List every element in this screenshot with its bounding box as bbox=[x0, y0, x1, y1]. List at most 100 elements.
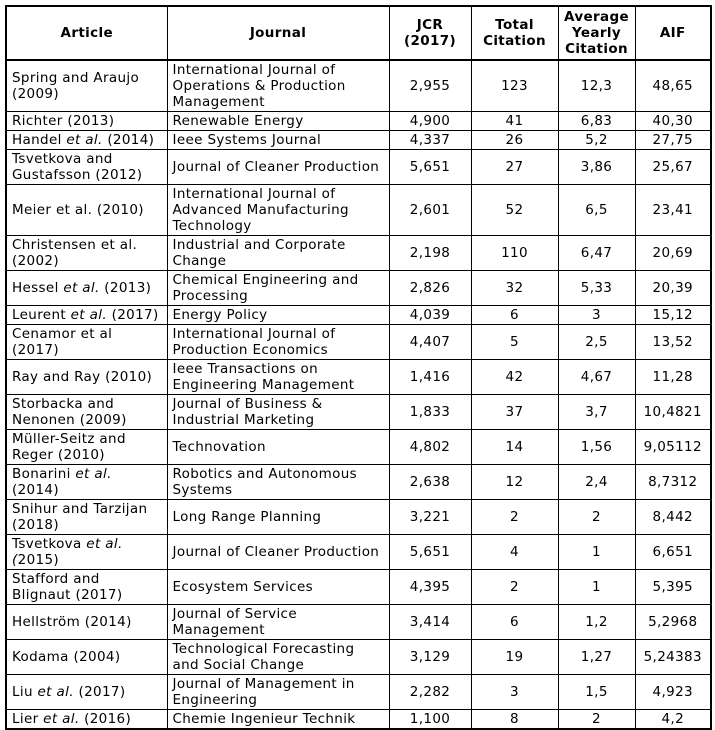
cell-total-citation: 19 bbox=[470, 639, 559, 675]
cell-aif: 6,651 bbox=[634, 534, 712, 570]
table-row: Müller-Seitz and Reger (2010) Technovatio… bbox=[5, 429, 712, 465]
table-row: Christensen et al. (2002) Industrial and … bbox=[5, 235, 712, 271]
cell-article: Snihur and Tarzijan (2018) bbox=[5, 499, 168, 535]
cell-avg-yearly-citation: 1,27 bbox=[557, 639, 636, 675]
cell-aif: 11,28 bbox=[634, 359, 712, 395]
cell-aif: 4,2 bbox=[634, 709, 712, 730]
cell-avg-yearly-citation: 1,56 bbox=[557, 429, 636, 465]
article-text: Meier et al. (2010) bbox=[12, 202, 144, 218]
cell-journal: Journal of Management in Engineering bbox=[166, 674, 390, 710]
cell-article: Liu et al. (2017) bbox=[5, 674, 168, 710]
cell-journal: Long Range Planning bbox=[166, 499, 390, 535]
cell-article: Cenamor et al (2017) bbox=[5, 324, 168, 360]
table-row: Hessel et al. (2013) Chemical Engineering… bbox=[5, 270, 712, 306]
cell-article: Hellström (2014) bbox=[5, 604, 168, 640]
cell-avg-yearly-citation: 6,5 bbox=[557, 184, 636, 236]
cell-aif: 20,39 bbox=[634, 270, 712, 306]
article-text: Müller-Seitz and Reger (2010) bbox=[12, 431, 126, 463]
table-row: Liu et al. (2017) Journal of Management i… bbox=[5, 674, 712, 710]
cell-total-citation: 52 bbox=[470, 184, 559, 236]
table-row: Stafford and Blignaut (2017) Ecosystem Se… bbox=[5, 569, 712, 605]
article-text: (2016) bbox=[79, 711, 132, 727]
cell-aif: 10,4821 bbox=[634, 394, 712, 430]
cell-aif: 9,05112 bbox=[634, 429, 712, 465]
cell-aif: 5,2968 bbox=[634, 604, 712, 640]
column-header-total-citation: Total Citation bbox=[470, 5, 559, 61]
article-text: Hellström (2014) bbox=[12, 614, 132, 630]
cell-total-citation: 110 bbox=[470, 235, 559, 271]
cell-avg-yearly-citation: 1,2 bbox=[557, 604, 636, 640]
cell-journal: Chemie Ingenieur Technik bbox=[166, 709, 390, 730]
cell-aif: 13,52 bbox=[634, 324, 712, 360]
cell-aif: 23,41 bbox=[634, 184, 712, 236]
cell-avg-yearly-citation: 3 bbox=[557, 305, 636, 325]
cell-jcr-2017: 2,601 bbox=[388, 184, 472, 236]
article-text: Handel bbox=[12, 132, 67, 148]
article-text: Hessel bbox=[12, 280, 64, 296]
cell-journal: Journal of Cleaner Production bbox=[166, 149, 390, 185]
cell-jcr-2017: 5,651 bbox=[388, 534, 472, 570]
cell-jcr-2017: 4,039 bbox=[388, 305, 472, 325]
cell-aif: 4,923 bbox=[634, 674, 712, 710]
cell-article: Meier et al. (2010) bbox=[5, 184, 168, 236]
cell-journal: Renewable Energy bbox=[166, 111, 390, 131]
cell-article: Tsvetkova and Gustafsson (2012) bbox=[5, 149, 168, 185]
table-row: Handel et al. (2014) Ieee Systems Journal… bbox=[5, 130, 712, 150]
cell-jcr-2017: 4,337 bbox=[388, 130, 472, 150]
column-header-avg-yearly-citation: Average Yearly Citation bbox=[557, 5, 636, 61]
cell-jcr-2017: 3,414 bbox=[388, 604, 472, 640]
cell-total-citation: 41 bbox=[470, 111, 559, 131]
cell-avg-yearly-citation: 1 bbox=[557, 569, 636, 605]
cell-total-citation: 2 bbox=[470, 499, 559, 535]
cell-journal: Ieee Systems Journal bbox=[166, 130, 390, 150]
article-text: Stafford and Blignaut (2017) bbox=[12, 571, 123, 603]
table-row: Richter (2013) Renewable Energy 4,900 41 6,8… bbox=[5, 111, 712, 131]
cell-journal: Technovation bbox=[166, 429, 390, 465]
cell-jcr-2017: 4,900 bbox=[388, 111, 472, 131]
cell-article: Lier et al. (2016) bbox=[5, 709, 168, 730]
cell-total-citation: 2 bbox=[470, 569, 559, 605]
cell-total-citation: 6 bbox=[470, 604, 559, 640]
cell-journal: Journal of Cleaner Production bbox=[166, 534, 390, 570]
cell-aif: 15,12 bbox=[634, 305, 712, 325]
cell-avg-yearly-citation: 12,3 bbox=[557, 59, 636, 112]
table-row: Lier et al. (2016) Chemie Ingenieur Techn… bbox=[5, 709, 712, 730]
article-text: Cenamor et al (2017) bbox=[12, 326, 113, 358]
cell-total-citation: 42 bbox=[470, 359, 559, 395]
cell-aif: 48,65 bbox=[634, 59, 712, 112]
cell-avg-yearly-citation: 3,7 bbox=[557, 394, 636, 430]
cell-total-citation: 32 bbox=[470, 270, 559, 306]
cell-aif: 8,7312 bbox=[634, 464, 712, 500]
article-text: (2013) bbox=[99, 280, 152, 296]
cell-avg-yearly-citation: 5,2 bbox=[557, 130, 636, 150]
cell-journal: Industrial and Corporate Change bbox=[166, 235, 390, 271]
article-text: Bonarini bbox=[12, 466, 76, 482]
article-text-italic: et al. bbox=[70, 307, 107, 323]
cell-jcr-2017: 1,833 bbox=[388, 394, 472, 430]
cell-article: Leurent et al. (2017) bbox=[5, 305, 168, 325]
cell-total-citation: 3 bbox=[470, 674, 559, 710]
article-text: (2014) bbox=[102, 132, 155, 148]
cell-article: Tsvetkova et al. (2015) bbox=[5, 534, 168, 570]
article-text: Christensen et al. (2002) bbox=[12, 237, 138, 269]
document-page: Article Journal JCR (2017) Total Citation Av… bbox=[5, 5, 712, 730]
cell-jcr-2017: 1,416 bbox=[388, 359, 472, 395]
article-text-italic: et al. bbox=[63, 280, 100, 296]
cell-journal: International Journal of Operations & Pr… bbox=[166, 59, 390, 112]
cell-total-citation: 4 bbox=[470, 534, 559, 570]
table-row: Leurent et al. (2017) Energy Policy 4,039 6… bbox=[5, 305, 712, 325]
cell-jcr-2017: 1,100 bbox=[388, 709, 472, 730]
article-text-italic: et al. bbox=[66, 132, 103, 148]
article-text: Spring and Araujo (2009) bbox=[12, 70, 140, 102]
cell-journal: International Journal of Advanced Manufa… bbox=[166, 184, 390, 236]
table-row: Bonarini et al. (2014) Robotics and Auton… bbox=[5, 464, 712, 500]
article-text: Liu bbox=[12, 684, 38, 700]
cell-journal: Journal of Business & Industrial Marketi… bbox=[166, 394, 390, 430]
article-text: (2017) bbox=[106, 307, 159, 323]
table-row: Tsvetkova and Gustafsson (2012) Journal o… bbox=[5, 149, 712, 185]
article-text: (2014) bbox=[12, 482, 59, 498]
table-row: Storbacka and Nenonen (2009) Journal of B… bbox=[5, 394, 712, 430]
article-text: Ray and Ray (2010) bbox=[12, 369, 153, 385]
cell-jcr-2017: 2,955 bbox=[388, 59, 472, 112]
cell-total-citation: 8 bbox=[470, 709, 559, 730]
